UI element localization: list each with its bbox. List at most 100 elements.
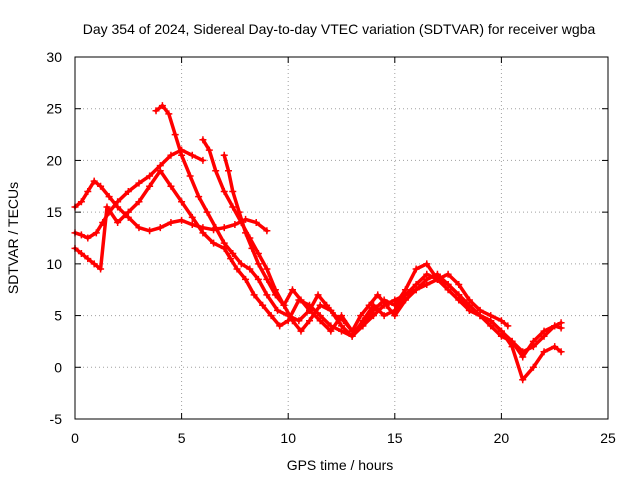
- data-point: [263, 265, 271, 273]
- data-point: [246, 265, 254, 273]
- data-point: [519, 353, 527, 361]
- data-point: [188, 213, 196, 221]
- data-point: [444, 270, 452, 278]
- data-point: [497, 332, 505, 340]
- data-point: [212, 224, 220, 232]
- data-point: [199, 229, 207, 237]
- x-tick-label: 25: [600, 430, 616, 446]
- data-point: [540, 348, 548, 356]
- data-point: [229, 203, 237, 211]
- data-point: [540, 327, 548, 335]
- y-tick-labels: -5 0 5 10 15 20 25 30: [46, 49, 62, 427]
- data-point: [252, 218, 260, 226]
- data-point: [465, 306, 473, 314]
- data-point: [365, 301, 373, 309]
- data-point: [288, 317, 296, 325]
- data-point: [263, 291, 271, 299]
- data-point: [254, 275, 262, 283]
- x-tick-label: 10: [280, 430, 296, 446]
- data-point: [557, 348, 565, 356]
- data-point: [178, 151, 186, 159]
- data-point: [203, 208, 211, 216]
- data-point: [233, 265, 241, 273]
- data-point: [248, 244, 256, 252]
- data-point: [412, 286, 420, 294]
- data-point: [444, 281, 452, 289]
- data-point: [220, 151, 228, 159]
- data-point: [380, 312, 388, 320]
- data-point: [280, 301, 288, 309]
- data-point: [84, 234, 92, 242]
- x-tick-label: 0: [71, 430, 79, 446]
- data-point: [316, 301, 324, 309]
- data-point: [316, 317, 324, 325]
- data-point: [382, 301, 390, 309]
- data-point: [167, 218, 175, 226]
- data-point: [188, 221, 196, 229]
- plot-frame: [74, 56, 609, 420]
- data-point: [295, 317, 303, 325]
- chart-title: Day 354 of 2024, Sidereal Day-to-day VTE…: [83, 21, 596, 37]
- data-point: [487, 322, 495, 330]
- y-tick-label: 20: [46, 152, 62, 168]
- data-point: [199, 136, 207, 144]
- data-point: [259, 301, 267, 309]
- data-point: [156, 224, 164, 232]
- data-point: [135, 179, 143, 187]
- y-axis-label: SDTVAR / TECUs: [5, 182, 21, 294]
- data-point: [551, 322, 559, 330]
- data-point: [229, 250, 237, 258]
- data-point: [455, 281, 463, 289]
- data-point: [167, 182, 175, 190]
- data-point: [156, 167, 164, 175]
- data-point: [205, 146, 213, 154]
- data-point: [314, 291, 322, 299]
- data-point: [465, 296, 473, 304]
- data-point: [235, 208, 243, 216]
- data-point: [487, 312, 495, 320]
- data-point: [433, 270, 441, 278]
- data-point: [508, 337, 516, 345]
- data-point: [271, 291, 279, 299]
- data-point: [297, 327, 305, 335]
- data-point: [220, 239, 228, 247]
- data-point: [401, 296, 409, 304]
- data-point: [242, 229, 250, 237]
- y-tick-label: 25: [46, 101, 62, 117]
- data-point: [220, 187, 228, 195]
- x-axis-label: GPS time / hours: [287, 457, 394, 473]
- data-point: [263, 227, 271, 235]
- data-point: [557, 324, 565, 332]
- data-point: [297, 296, 305, 304]
- data-point: [338, 322, 345, 330]
- data-point: [84, 255, 92, 263]
- data-point: [114, 198, 122, 206]
- data-point: [158, 102, 166, 110]
- data-point: [242, 275, 250, 283]
- data-point: [225, 167, 233, 175]
- data-point: [167, 151, 175, 159]
- data-point: [331, 312, 339, 320]
- y-tick-label: 0: [54, 359, 62, 375]
- data-point: [374, 291, 382, 299]
- data-point: [237, 260, 245, 268]
- x-tick-label: 20: [494, 430, 510, 446]
- data-point: [306, 317, 314, 325]
- data-point: [274, 306, 282, 314]
- data-point: [455, 291, 463, 299]
- data-point: [124, 187, 132, 195]
- data-point: [165, 110, 173, 118]
- data-point: [497, 317, 505, 325]
- y-tick-label: 30: [46, 49, 62, 65]
- data-point: [529, 337, 537, 345]
- data-point: [276, 322, 284, 330]
- x-tick-label: 5: [178, 430, 186, 446]
- data-point: [97, 182, 105, 190]
- data-point: [178, 198, 186, 206]
- data-point: [114, 218, 122, 226]
- data-point: [124, 208, 132, 216]
- data-point: [90, 177, 98, 185]
- data-point: [348, 327, 356, 335]
- data-point: [551, 343, 559, 351]
